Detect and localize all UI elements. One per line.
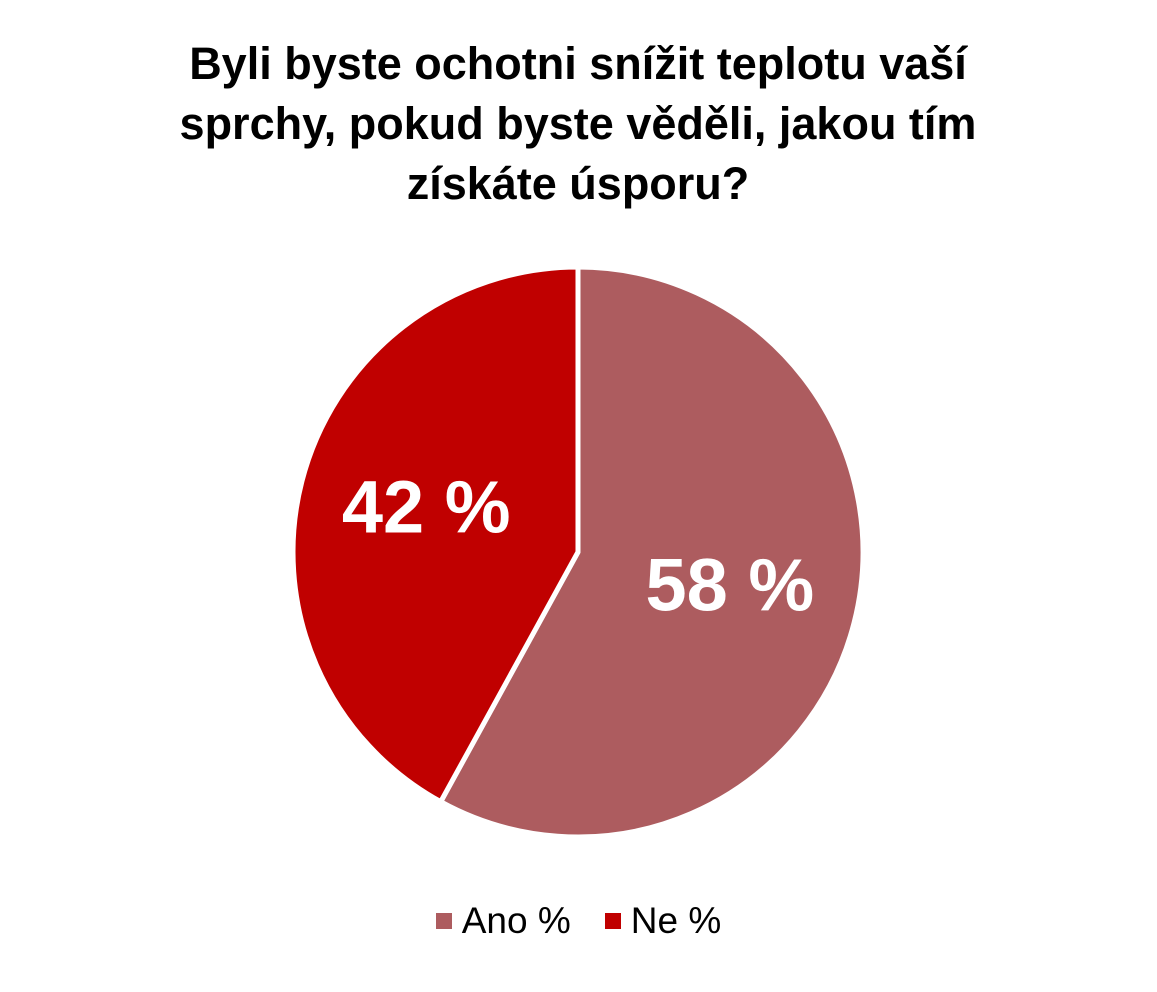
pie-slice bbox=[290, 264, 581, 805]
legend-swatch bbox=[604, 913, 621, 929]
chart-title: Byli byste ochotni snížit teplotu vaší s… bbox=[179, 38, 977, 209]
legend-item: Ano % bbox=[435, 900, 571, 942]
data-label: 42 % bbox=[342, 466, 511, 549]
chart: 58 % 42 % bbox=[290, 264, 866, 840]
data-label: 58 % bbox=[645, 544, 814, 627]
legend-label: Ne % bbox=[630, 900, 722, 941]
legend: Ano % Ne % bbox=[0, 900, 1157, 942]
legend-label: Ano % bbox=[461, 900, 571, 941]
pie-slice bbox=[438, 264, 866, 840]
legend-swatch bbox=[435, 913, 452, 929]
legend-item: Ne % bbox=[604, 900, 722, 942]
